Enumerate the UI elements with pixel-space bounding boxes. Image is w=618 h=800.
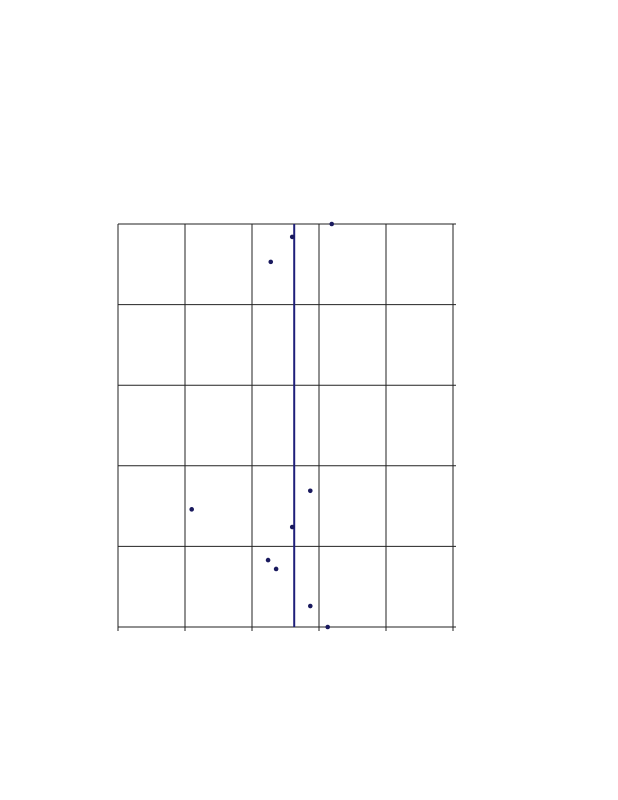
- data-point: [265, 557, 271, 563]
- data-point: [289, 524, 295, 530]
- data-point: [307, 603, 313, 609]
- data-point: [307, 488, 313, 494]
- data-point: [189, 507, 194, 512]
- data-point: [268, 259, 274, 265]
- data-point: [289, 234, 295, 240]
- data-point: [273, 566, 279, 572]
- data-point: [325, 624, 331, 630]
- data-point: [329, 221, 335, 227]
